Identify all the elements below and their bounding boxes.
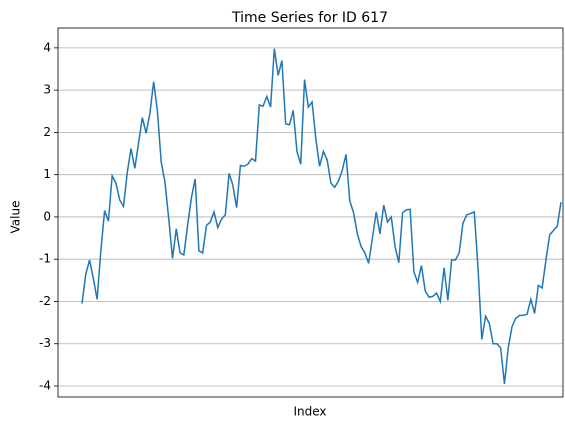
y-tick-label: -2 bbox=[39, 294, 51, 308]
y-tick-label: 0 bbox=[43, 209, 51, 223]
x-axis-label: Index bbox=[293, 405, 326, 419]
plot-frame bbox=[57, 27, 564, 398]
y-tick-label: -3 bbox=[39, 336, 51, 350]
y-tick-label: 3 bbox=[43, 83, 51, 97]
y-axis-label: Value bbox=[9, 201, 23, 234]
y-tick-label: -1 bbox=[39, 252, 51, 266]
chart-title: Time Series for ID 617 bbox=[231, 10, 388, 26]
y-tick-label: 4 bbox=[43, 40, 51, 54]
y-tick-label: 1 bbox=[43, 167, 51, 181]
y-tick-label: 2 bbox=[43, 125, 51, 139]
data-line bbox=[81, 48, 562, 384]
y-tick-label: -4 bbox=[39, 379, 51, 393]
